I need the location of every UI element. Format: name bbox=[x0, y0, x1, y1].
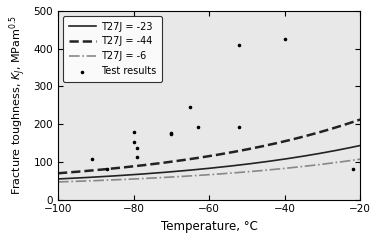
T27J = -44 bbox=[56, 172, 60, 175]
Test results bbox=[236, 43, 242, 47]
Line: T27J = -23: T27J = -23 bbox=[58, 145, 360, 179]
Test results bbox=[134, 155, 140, 159]
Legend: T27J = -23, T27J = -44, T27J = -6, Test results: T27J = -23, T27J = -44, T27J = -6, Test … bbox=[63, 16, 162, 82]
Y-axis label: Fracture toughness, $K_J$, MPam$^{0.5}$: Fracture toughness, $K_J$, MPam$^{0.5}$ bbox=[7, 15, 28, 195]
T27J = -6 bbox=[310, 164, 315, 167]
T27J = -44 bbox=[330, 127, 334, 130]
T27J = -23 bbox=[235, 164, 239, 167]
Test results bbox=[195, 125, 201, 129]
T27J = -23 bbox=[310, 153, 315, 156]
Test results bbox=[130, 131, 136, 134]
T27J = -6 bbox=[358, 158, 363, 161]
T27J = -6 bbox=[241, 171, 245, 174]
X-axis label: Temperature, °C: Temperature, °C bbox=[161, 220, 257, 233]
T27J = -23 bbox=[241, 163, 245, 166]
T27J = -23 bbox=[57, 177, 61, 180]
Test results bbox=[130, 140, 136, 144]
Test results bbox=[282, 37, 288, 41]
T27J = -23 bbox=[358, 144, 363, 147]
Test results bbox=[89, 157, 95, 161]
Test results bbox=[168, 132, 174, 136]
T27J = -6 bbox=[330, 162, 334, 164]
Line: T27J = -6: T27J = -6 bbox=[58, 159, 360, 182]
Test results bbox=[350, 167, 356, 171]
Test results bbox=[104, 167, 110, 171]
Test results bbox=[168, 131, 174, 135]
T27J = -23 bbox=[330, 150, 334, 153]
Test results bbox=[236, 125, 242, 129]
T27J = -6 bbox=[235, 171, 240, 174]
Test results bbox=[134, 146, 140, 150]
T27J = -44 bbox=[310, 133, 315, 136]
T27J = -6 bbox=[56, 180, 60, 183]
T27J = -23 bbox=[235, 164, 240, 167]
T27J = -44 bbox=[57, 172, 61, 175]
T27J = -44 bbox=[235, 150, 240, 153]
Test results bbox=[187, 105, 193, 109]
T27J = -23 bbox=[56, 178, 60, 180]
Line: T27J = -44: T27J = -44 bbox=[58, 120, 360, 173]
T27J = -6 bbox=[57, 180, 61, 183]
T27J = -44 bbox=[241, 149, 245, 152]
T27J = -44 bbox=[235, 150, 239, 153]
T27J = -6 bbox=[235, 171, 239, 174]
T27J = -44 bbox=[358, 118, 363, 121]
